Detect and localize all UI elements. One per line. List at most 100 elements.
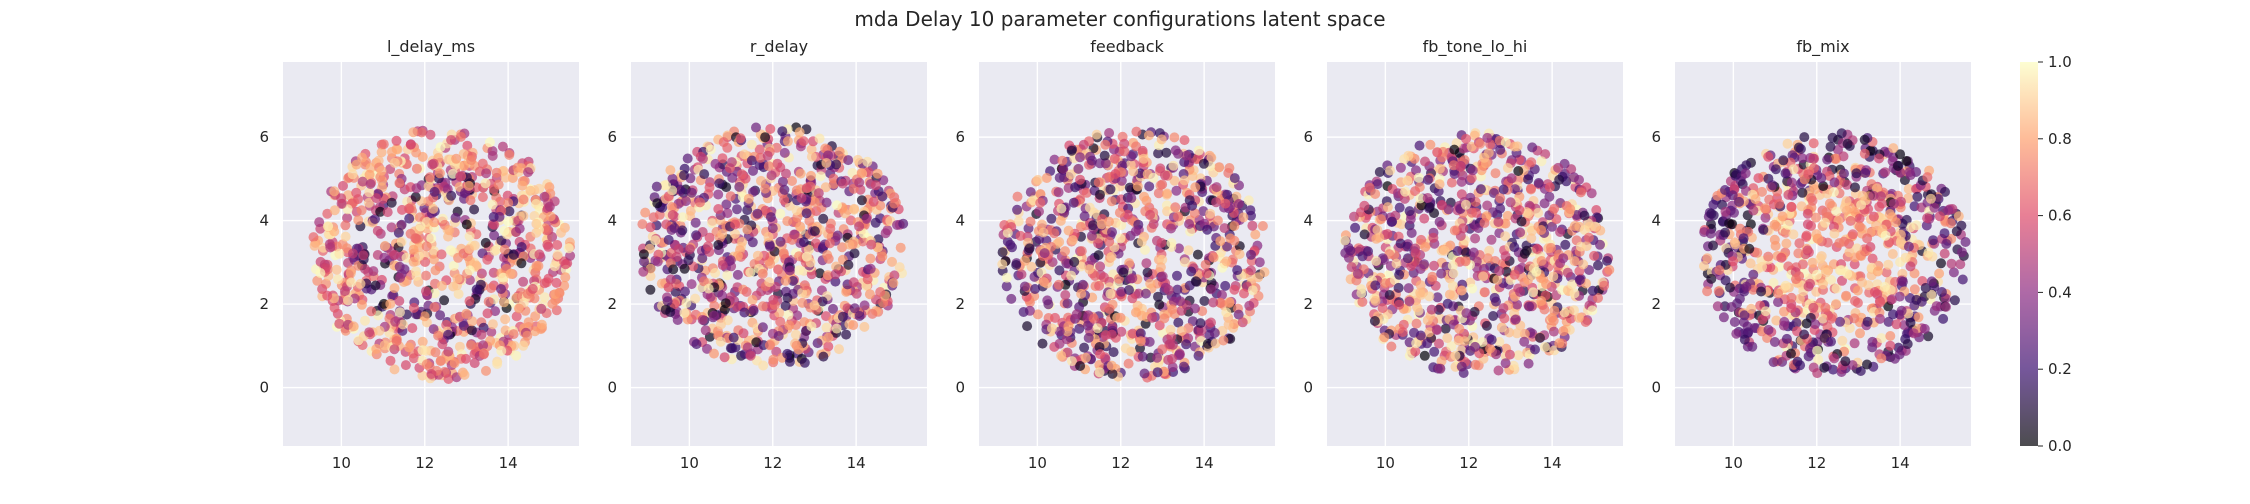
scatter-point: [1756, 286, 1767, 297]
scatter-point: [1730, 239, 1741, 250]
scatter-point: [516, 258, 527, 269]
y-tick-label: 6: [259, 128, 269, 146]
scatter-point: [397, 319, 408, 330]
scatter-point: [764, 239, 775, 250]
scatter-point: [1076, 288, 1087, 299]
scatter-point: [821, 197, 832, 208]
x-tick-label: 12: [1111, 454, 1130, 472]
scatter-point: [672, 315, 683, 325]
scatter-point: [458, 149, 469, 159]
scatter-point: [1135, 328, 1146, 339]
scatter-point: [1812, 368, 1823, 379]
scatter-point: [1147, 312, 1158, 323]
scatter-point: [1397, 327, 1408, 338]
scatter-point: [357, 176, 368, 187]
scatter-point: [1931, 301, 1942, 312]
scatter-point: [1720, 275, 1731, 286]
scatter-point: [1904, 167, 1915, 178]
scatter-point: [1116, 220, 1127, 231]
scatter-point: [1558, 253, 1569, 264]
scatter-point: [1107, 368, 1118, 379]
scatter-point: [702, 343, 712, 354]
scatter-point: [453, 289, 464, 299]
scatter-point: [1855, 366, 1866, 376]
colorbar-bar: [2020, 62, 2038, 446]
scatter-point: [425, 129, 436, 140]
scatter-point: [1888, 198, 1899, 209]
scatter-point: [1215, 298, 1226, 309]
scatter-point: [1415, 330, 1426, 341]
scatter-point: [1190, 182, 1201, 193]
scatter-point: [459, 160, 470, 171]
scatter-point: [1159, 313, 1170, 324]
scatter-point: [1452, 246, 1463, 256]
scatter-point: [797, 297, 808, 308]
scatter-point: [780, 275, 791, 286]
scatter-point: [837, 178, 848, 189]
scatter-point: [1569, 288, 1580, 299]
scatter-point: [429, 186, 440, 197]
scatter-point: [734, 181, 745, 192]
scatter-point: [1032, 174, 1043, 185]
scatter-point: [1583, 232, 1594, 243]
colorbar-tick-label: 0.0: [2048, 437, 2072, 455]
scatter-point: [1808, 138, 1819, 149]
scatter-point: [1435, 363, 1446, 374]
scatter-point: [1229, 235, 1240, 246]
scatter-point: [527, 283, 538, 294]
scatter-point: [1589, 250, 1600, 261]
scatter-point: [745, 350, 756, 361]
scatter-point: [430, 347, 441, 358]
scatter-point: [730, 219, 741, 230]
scatter-point: [1406, 228, 1417, 238]
scatter-point: [1574, 274, 1585, 285]
scatter-point: [1420, 241, 1431, 252]
scatter-point: [849, 203, 860, 214]
scatter-point: [1402, 253, 1413, 264]
scatter-point: [1718, 312, 1729, 323]
scatter-point: [1888, 309, 1898, 320]
scatter-point: [446, 135, 457, 145]
scatter-point: [525, 185, 536, 196]
scatter-point: [1339, 235, 1350, 246]
scatter-point: [518, 210, 529, 221]
scatter-point: [757, 268, 768, 279]
scatter-point: [1548, 326, 1559, 337]
scatter-point: [1513, 166, 1524, 176]
scatter-point: [1895, 238, 1906, 249]
scatter-point: [1569, 256, 1580, 267]
scatter-point: [1380, 278, 1391, 289]
scatter-point: [1084, 202, 1095, 213]
scatter-point: [1171, 185, 1182, 196]
scatter-point: [1115, 233, 1126, 244]
scatter-point: [1499, 313, 1510, 324]
scatter-point: [1047, 257, 1058, 268]
scatter-point: [1246, 249, 1256, 260]
scatter-point: [408, 256, 419, 267]
scatter-point: [499, 244, 510, 255]
scatter-point: [1069, 256, 1080, 267]
scatter-point: [854, 221, 865, 232]
scatter-point: [862, 274, 873, 285]
scatter-point: [1352, 268, 1363, 279]
scatter-point: [784, 356, 795, 367]
scatter-point: [1802, 245, 1813, 256]
scatter-point: [1548, 271, 1559, 282]
scatter-point: [1370, 295, 1381, 306]
scatter-point: [821, 322, 832, 333]
scatter-point: [875, 287, 886, 297]
scatter-point: [792, 310, 803, 321]
scatter-point: [1565, 204, 1576, 215]
scatter-point: [1862, 233, 1873, 244]
scatter-point: [848, 277, 859, 288]
scatter-point: [372, 225, 383, 236]
scatter-point: [725, 191, 736, 202]
scatter-point: [799, 357, 810, 368]
y-tick-label: 4: [1651, 212, 1661, 230]
scatter-point: [841, 329, 852, 340]
scatter-point: [806, 170, 816, 181]
scatter-point: [1369, 316, 1380, 326]
scatter-point: [1099, 150, 1110, 161]
y-tick-label: 2: [259, 295, 269, 313]
scatter-point: [356, 299, 367, 310]
